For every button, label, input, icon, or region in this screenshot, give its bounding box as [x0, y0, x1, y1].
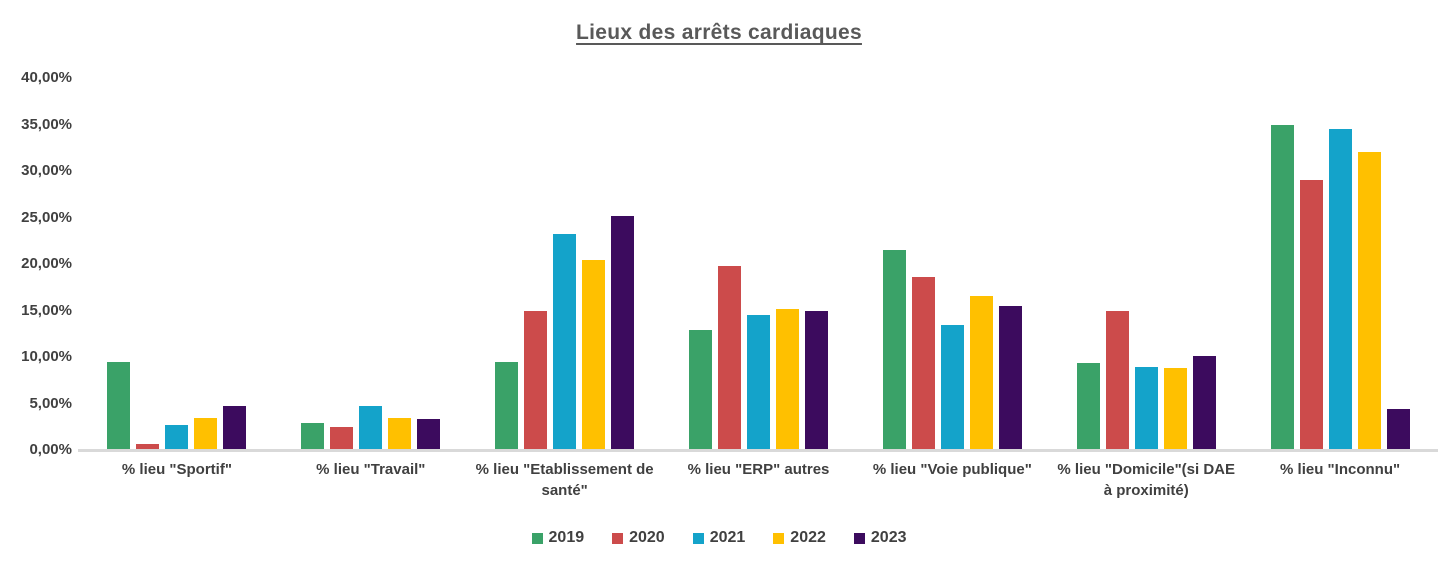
category-label: % lieu "Travail": [316, 461, 426, 478]
bar-2023: [805, 310, 828, 450]
legend-item-2022: 2022: [773, 529, 826, 547]
chart-title: Lieux des arrêts cardiaques: [576, 21, 862, 44]
bar-2020: [524, 310, 548, 450]
legend-item-2019: 2019: [531, 529, 585, 547]
bar-2023: [223, 406, 247, 450]
y-tick-label: 35,00%: [21, 115, 72, 133]
bar-group: [1243, 78, 1437, 450]
bar-2022: [1163, 368, 1187, 450]
bar-group: [1049, 78, 1243, 450]
y-tick-label: 25,00%: [21, 208, 72, 226]
bar-2021: [1134, 367, 1158, 450]
category-label: % lieu "Sportif": [121, 461, 232, 478]
legend-swatch-icon: [612, 532, 624, 544]
legend-label: 2019: [548, 529, 585, 546]
x-axis-labels: % lieu "Sportif" % lieu "Travail" % lieu "…: [80, 459, 1437, 501]
legend-item-2021: 2021: [692, 529, 746, 547]
legend-label: 2022: [790, 529, 826, 546]
bar-2022: [1357, 152, 1381, 450]
bar-group: [80, 78, 274, 450]
bar-2021: [940, 325, 964, 450]
bar-2023: [998, 305, 1022, 450]
bar-2020: [330, 426, 354, 450]
bar-2023: [611, 215, 635, 450]
y-tick-label: 0,00%: [29, 441, 72, 458]
category-label: % lieu "ERP" autres: [687, 461, 830, 478]
bar-2022: [388, 418, 412, 450]
category-label: % lieu "Inconnu": [1280, 461, 1401, 478]
y-tick-label: 20,00%: [21, 255, 72, 272]
bar-2019: [882, 250, 906, 450]
plot-area: [80, 78, 1437, 450]
bar-2021: [747, 315, 770, 450]
bar-2023: [417, 419, 441, 450]
bar-2019: [689, 330, 712, 450]
bar-2020: [136, 443, 160, 450]
legend-label: 2023: [870, 529, 907, 546]
bar-group: [274, 78, 468, 450]
category-label: % lieu "Etablissement de santé": [475, 461, 654, 499]
legend-item-2020: 2020: [612, 529, 665, 547]
bar-group: [855, 78, 1049, 450]
legend-label: 2020: [629, 529, 665, 546]
y-tick-label: 30,00%: [21, 162, 72, 179]
bar-2021: [165, 424, 189, 450]
bar-2021: [553, 234, 577, 450]
bar-2022: [969, 295, 993, 450]
bar-2022: [194, 418, 218, 450]
bar-2019: [495, 361, 519, 450]
bar-group: [468, 78, 662, 450]
bar-2019: [107, 361, 131, 450]
bar-2020: [718, 265, 741, 450]
legend-label: 2021: [709, 529, 746, 546]
bar-2022: [582, 260, 606, 450]
category-label: % lieu "Voie publique": [872, 461, 1032, 478]
bar-2023: [1386, 409, 1410, 450]
legend-swatch-icon: [853, 532, 865, 544]
x-axis-line: [78, 449, 1438, 452]
bar-2021: [1328, 129, 1352, 450]
bar-2023: [1192, 356, 1216, 450]
bar-2019: [1076, 362, 1100, 450]
y-tick-label: 15,00%: [21, 301, 72, 319]
bar-2020: [1105, 310, 1129, 450]
y-tick-label: 5,00%: [29, 394, 72, 412]
bar-2020: [1299, 180, 1323, 450]
legend-swatch-icon: [773, 532, 785, 544]
legend: 2019 2020 2021 2022 2023: [0, 529, 1438, 547]
bar-group: [662, 78, 856, 450]
legend-item-2023: 2023: [853, 529, 907, 547]
legend-swatch-icon: [692, 532, 704, 544]
bar-2022: [776, 308, 799, 450]
bar-2019: [301, 423, 325, 450]
y-axis: 40,00% 35,00% 30,00% 25,00% 20,00% 15,00% 10,0…: [0, 0, 72, 570]
y-tick-label: 40,00%: [21, 69, 72, 86]
bar-2019: [1270, 124, 1294, 450]
bar-2020: [911, 277, 935, 450]
legend-swatch-icon: [531, 532, 543, 544]
bar-2021: [359, 406, 383, 450]
y-tick-label: 10,00%: [21, 348, 72, 365]
category-label: % lieu "Domicile"(si DAE à proximité): [1057, 461, 1236, 499]
